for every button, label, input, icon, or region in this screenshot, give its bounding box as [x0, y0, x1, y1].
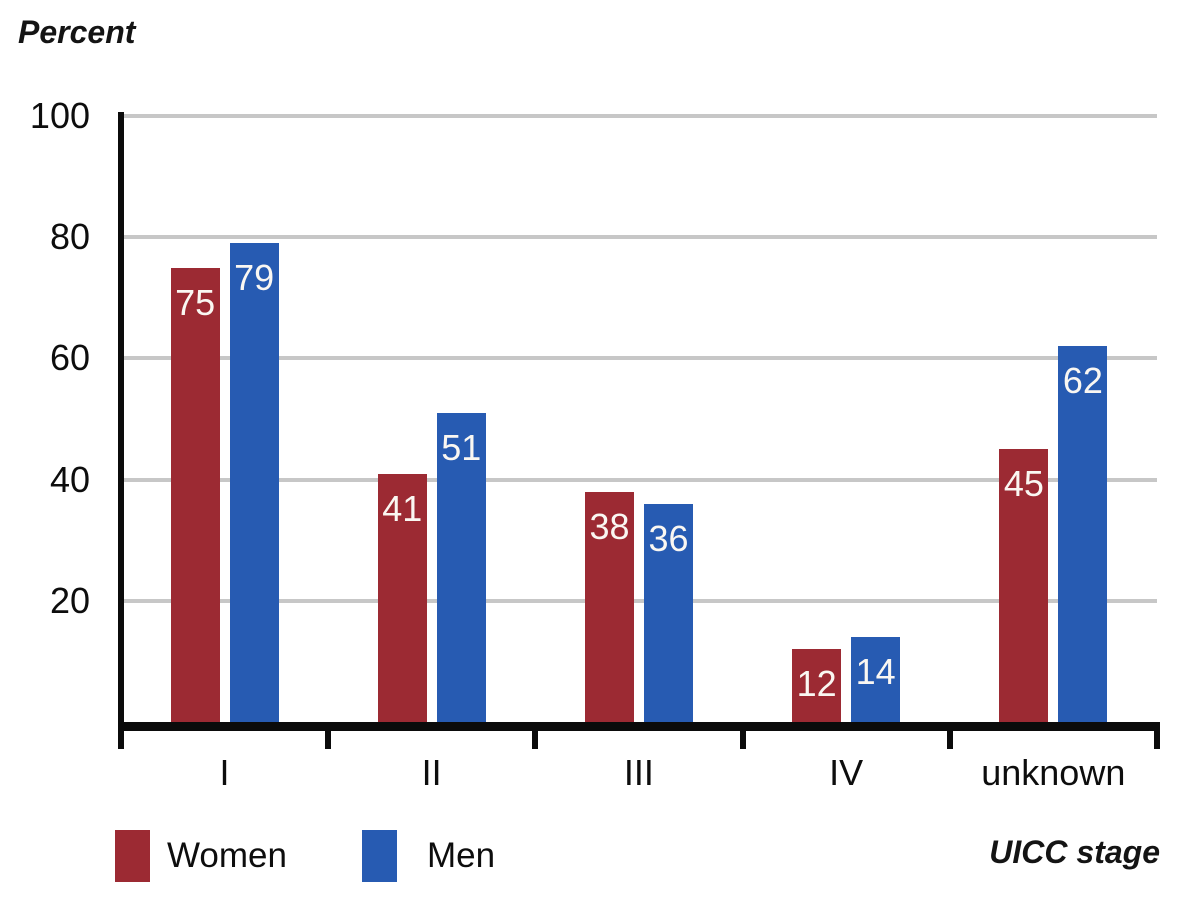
x-axis-tick	[1154, 722, 1160, 749]
bar-value-label: 14	[855, 651, 896, 693]
category-label-unknown: unknown	[981, 752, 1126, 793]
x-axis-line	[118, 722, 1160, 731]
category-label-IV: IV	[829, 752, 864, 793]
bar-men-III: 36	[644, 503, 693, 722]
x-axis-tick	[946, 722, 953, 749]
bar-women-II: 41	[377, 473, 427, 722]
gridline-20	[121, 598, 1157, 603]
bar-women-IV: 12	[792, 649, 842, 722]
bar-value-label: 41	[382, 487, 423, 529]
bar-value-label: 79	[234, 257, 275, 299]
gridline-40	[121, 477, 1157, 482]
bar-women-unknown: 45	[999, 449, 1049, 722]
bar-value-label: 12	[796, 663, 837, 705]
category-label-I: I	[219, 752, 230, 793]
bar-value-label: 62	[1062, 360, 1103, 402]
y-tick-label-100: 100	[29, 95, 90, 136]
gridline-100	[121, 114, 1157, 118]
y-tick-label-20: 20	[49, 579, 90, 621]
x-axis-tick	[325, 722, 332, 749]
y-axis-line	[118, 112, 124, 749]
bar-men-I: 79	[229, 243, 279, 722]
bar-men-unknown: 62	[1058, 346, 1108, 722]
x-axis-tick	[118, 722, 124, 749]
gridline-60	[121, 356, 1157, 361]
bar-men-IV: 14	[851, 637, 901, 722]
bar-value-label: 51	[441, 426, 482, 468]
legend-label-men: Men	[427, 836, 496, 875]
category-label-II: II	[421, 752, 442, 793]
bar-value-label: 75	[175, 281, 216, 323]
bar-women-I: 75	[170, 267, 220, 722]
y-tick-label-40: 40	[49, 458, 90, 500]
bar-women-III: 38	[585, 491, 634, 722]
x-axis-title: UICC stage	[989, 834, 1160, 870]
category-label-III: III	[623, 752, 654, 793]
legend-swatch-men	[362, 830, 397, 882]
bar-value-label: 45	[1003, 463, 1044, 505]
y-axis-title: Percent	[18, 14, 136, 50]
bar-men-II: 51	[436, 412, 486, 722]
bar-value-label: 36	[648, 517, 689, 559]
plot-area: 75 79 41 51 38 36 12 14 45 62	[121, 114, 1157, 722]
gridline-80	[121, 235, 1157, 240]
x-axis-tick	[739, 722, 746, 749]
x-axis-tick	[532, 722, 539, 749]
bar-value-label: 38	[589, 505, 630, 547]
y-tick-label-80: 80	[49, 216, 90, 258]
y-tick-label-60: 60	[49, 337, 90, 379]
legend-swatch-women	[115, 830, 150, 882]
legend-label-women: Women	[167, 836, 287, 875]
